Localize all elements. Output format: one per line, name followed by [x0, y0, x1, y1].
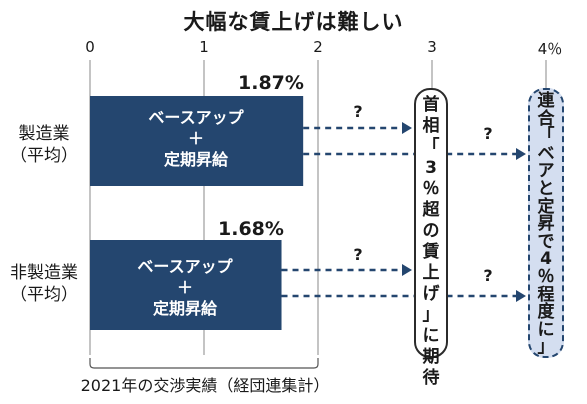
bar-text-manufacturing: ベースアップ ＋ 定期昇給 — [90, 107, 302, 170]
expectation-char: げ — [422, 284, 440, 304]
bar — [90, 240, 282, 330]
x-tick-label: 0 — [85, 38, 95, 56]
expectation-char: 上 — [422, 263, 440, 283]
bar-text-line: 定期昇給 — [152, 299, 217, 318]
question-mark: ? — [353, 102, 363, 121]
expectation-char: 期 — [422, 347, 440, 367]
category-name: 非製造業 — [10, 263, 78, 283]
expectation-char: 3 — [425, 158, 437, 178]
bar-text-line: ベースアップ — [148, 108, 244, 127]
rengo-char: 」 — [537, 337, 555, 358]
rengo-char: 4 — [540, 249, 552, 270]
rengo-char: 昇 — [537, 214, 555, 235]
arrow-head — [402, 122, 412, 134]
rengo-char: と — [537, 178, 555, 199]
x-tick-label: 3 — [427, 38, 437, 56]
arrow-head — [516, 148, 526, 160]
bar-text-line: ＋ — [176, 278, 193, 297]
rengo-char: 度 — [537, 302, 555, 323]
arrow-head — [402, 264, 412, 276]
expectation-char: 相 — [422, 116, 440, 136]
rengo-char: 定 — [537, 196, 555, 217]
value-label-manufacturing: 1.87% — [238, 72, 304, 94]
expectation-char: 首 — [422, 95, 440, 115]
caption-bracket — [89, 358, 319, 369]
bar-text-line: ベースアップ — [137, 257, 233, 276]
expectation-char: に — [422, 326, 440, 346]
category-sub: （平均） — [10, 285, 78, 305]
expectation-char: の — [422, 221, 440, 241]
question-mark: ? — [483, 266, 493, 285]
expectation-box: 首 相 「 3 ％ 超 の 賃 上 げ 」 に 期 待 — [414, 88, 448, 388]
rengo-char: ア — [537, 161, 555, 182]
expectation-char: 賃 — [422, 242, 440, 262]
category-sub: （平均） — [10, 146, 78, 166]
rengo-char: 合 — [537, 108, 555, 129]
arrow-head — [516, 290, 526, 302]
category-label-manufacturing: 製造業 （平均） — [4, 123, 84, 167]
caption: 2021年の交渉実績（経団連集計） — [80, 376, 330, 395]
expectation-char: ％ — [422, 179, 440, 199]
expectation-char: 超 — [422, 200, 440, 220]
question-mark: ? — [483, 124, 493, 143]
bar-text-non-manufacturing: ベースアップ ＋ 定期昇給 — [90, 256, 280, 319]
x-tick-label: 4％ — [537, 40, 563, 58]
chart-title: 大幅な賃上げは難しい — [183, 10, 404, 34]
rengo-char: で — [537, 231, 555, 252]
bar-text-line: 定期昇給 — [163, 150, 228, 169]
x-tick-label: 1 — [199, 38, 209, 56]
value-label-non-manufacturing: 1.68% — [218, 218, 284, 240]
rengo-box: 連 合 「 ベ ア と 定 昇 で 4 ％ 程 度 に 」 — [528, 88, 564, 358]
bar — [90, 96, 304, 186]
rengo-char: ％ — [537, 266, 555, 287]
rengo-char: 「 — [537, 126, 555, 147]
rengo-char: ベ — [537, 143, 555, 164]
x-tick-label: 2 — [313, 38, 323, 56]
question-mark: ? — [353, 245, 363, 264]
expectation-char: 「 — [422, 137, 440, 157]
expectation-char: 」 — [422, 305, 440, 325]
rengo-char: に — [537, 319, 555, 340]
bar-text-line: ＋ — [187, 129, 204, 148]
rengo-char: 連 — [537, 91, 555, 111]
expectation-char: 待 — [422, 368, 440, 388]
rengo-char: 程 — [537, 284, 555, 305]
category-label-non-manufacturing: 非製造業 （平均） — [4, 262, 84, 306]
category-name: 製造業 — [18, 124, 70, 144]
